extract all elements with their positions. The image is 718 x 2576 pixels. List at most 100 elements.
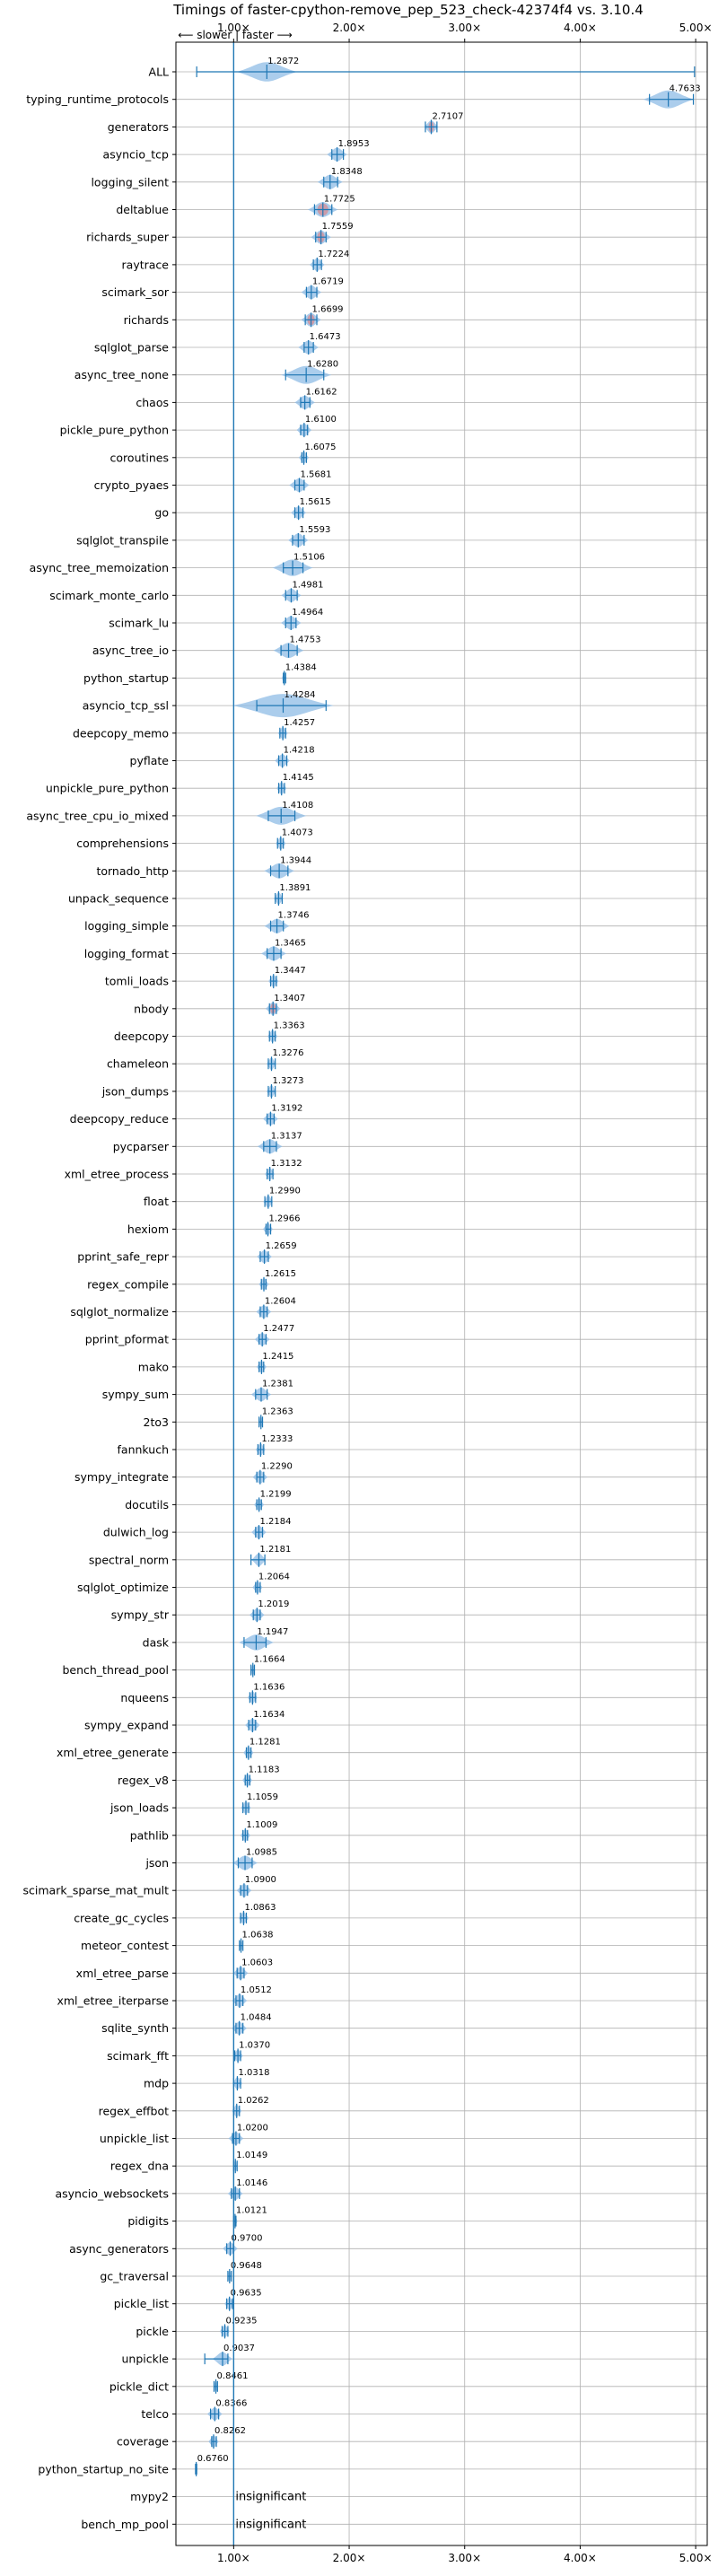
benchmark-label: sympy_expand <box>84 1719 169 1732</box>
value-label: 0.8262 <box>215 2426 246 2436</box>
benchmark-row: regex_effbot 1.0262 <box>99 2096 707 2118</box>
benchmark-label: tornado_http <box>96 864 169 878</box>
benchmark-label: tomli_loads <box>105 975 169 988</box>
benchmark-label: logging_format <box>84 947 169 960</box>
benchmark-row: xml_etree_parse 1.0603 <box>76 1958 707 1981</box>
benchmark-row: regex_compile 1.2615 <box>87 1269 707 1292</box>
value-label: 1.6280 <box>307 360 338 370</box>
benchmark-row: 2to3 1.2363 <box>144 1406 707 1430</box>
benchmark-row: scimark_fft 1.0370 <box>107 2040 707 2063</box>
value-label: 1.0512 <box>241 1985 272 1995</box>
benchmark-row: unpickle_list 1.0200 <box>100 2124 707 2146</box>
benchmark-label: telco <box>141 2407 169 2421</box>
value-label: 1.6719 <box>312 277 344 287</box>
value-label: 4.7633 <box>670 84 701 94</box>
value-label: 1.3273 <box>272 1076 303 1086</box>
top-tick-label: 2.00× <box>333 22 366 34</box>
value-label: 1.2181 <box>259 1545 291 1555</box>
value-label: 1.3944 <box>280 855 311 865</box>
value-label: 1.2199 <box>260 1489 292 1499</box>
value-label: 0.9235 <box>226 2316 258 2326</box>
benchmark-row: raytrace 1.7224 <box>122 250 707 272</box>
benchmark-label: async_generators <box>69 2242 169 2256</box>
benchmark-row: meteor_contest 1.0638 <box>81 1931 707 1953</box>
value-label: 1.1009 <box>246 1820 277 1830</box>
bottom-axis-ticks: 1.00× 2.00× 3.00× 4.00× 5.00× <box>217 2545 713 2564</box>
benchmark-label: pycparser <box>113 1140 170 1153</box>
benchmark-row: xml_etree_generate 1.1281 <box>57 1738 707 1760</box>
benchmark-row: asyncio_websockets 1.0146 <box>55 2178 707 2201</box>
benchmark-row: dask 1.1947 <box>143 1627 707 1651</box>
value-label: 1.1281 <box>250 1738 281 1748</box>
benchmark-row: sympy_integrate 1.2290 <box>74 1462 707 1485</box>
benchmark-label: go <box>154 506 169 520</box>
benchmark-row: coverage 0.8262 <box>117 2426 707 2449</box>
value-label: 1.4145 <box>283 773 314 783</box>
value-label: 0.6760 <box>197 2454 229 2464</box>
benchmark-label: pprint_safe_repr <box>77 1250 170 1264</box>
direction-note: ⟵ slower | faster ⟶ <box>178 29 293 41</box>
benchmark-label: regex_v8 <box>118 1774 169 1787</box>
benchmark-row: xml_etree_process 1.3132 <box>65 1159 707 1181</box>
benchmark-row: unpickle_pure_python 1.4145 <box>46 773 707 796</box>
value-label: 0.8366 <box>215 2399 247 2409</box>
value-label: 1.1634 <box>253 1710 285 1720</box>
benchmark-label: spectral_norm <box>89 1553 169 1566</box>
value-label: 1.2381 <box>262 1380 293 1389</box>
value-label: 0.9037 <box>223 2344 255 2353</box>
benchmark-label: asyncio_websockets <box>55 2186 169 2200</box>
benchmark-row: logging_format 1.3465 <box>84 938 707 961</box>
benchmark-row: richards_super 1.7559 <box>86 222 707 245</box>
value-label: 1.3407 <box>274 994 305 1003</box>
value-label: 1.0149 <box>236 2151 267 2160</box>
benchmark-label: pyflate <box>130 754 170 767</box>
value-label: 0.9648 <box>231 2261 262 2271</box>
benchmark-row: pickle_dict 0.8461 <box>109 2371 707 2394</box>
benchmark-label: fannkuch <box>118 1443 169 1457</box>
value-label: 1.0900 <box>245 1875 276 1885</box>
benchmark-label: scimark_sparse_mat_mult <box>23 1884 170 1897</box>
value-label: 1.6100 <box>305 415 337 425</box>
benchmark-row: pyflate 1.4218 <box>130 746 707 768</box>
value-label: 1.4073 <box>282 828 313 838</box>
benchmark-label: logging_simple <box>84 919 169 933</box>
value-label: 1.4753 <box>290 635 321 645</box>
benchmark-row: asyncio_tcp 1.8953 <box>103 139 707 162</box>
benchmark-row: sqlite_synth 1.0484 <box>101 2013 707 2036</box>
benchmark-row: pprint_pformat 1.2477 <box>85 1324 707 1347</box>
benchmark-row: tornado_http 1.3944 <box>96 855 707 879</box>
benchmark-row: async_generators 0.9700 <box>69 2233 707 2256</box>
insignificant-label: insignificant <box>235 2491 306 2504</box>
value-label: 1.2290 <box>261 1462 293 1472</box>
benchmark-row: scimark_lu 1.4964 <box>109 608 707 630</box>
bottom-tick-label: 1.00× <box>217 2552 250 2564</box>
benchmark-row: sqlglot_optimize 1.2064 <box>77 1573 707 1595</box>
benchmark-rows: ALL 1.2872 typing_runtime_protocols 4.7633 g… <box>23 57 707 2531</box>
benchmark-row: unpack_sequence 1.3891 <box>68 883 707 906</box>
chart-title: Timings of faster-cpython-remove_pep_523… <box>172 2 644 19</box>
benchmark-row: pidigits 1.0121 <box>127 2206 707 2229</box>
benchmark-row: nbody 1.3407 <box>134 994 707 1016</box>
benchmark-label: pathlib <box>130 1828 169 1842</box>
benchmark-row: json_loads 1.1059 <box>109 1792 707 1816</box>
value-label: 1.2659 <box>266 1241 297 1251</box>
benchmark-row: gc_traversal 0.9648 <box>100 2261 707 2283</box>
benchmark-row: mypy2 insignificant <box>130 2490 707 2504</box>
value-label: 1.0370 <box>239 2040 270 2050</box>
benchmark-row: nqueens 1.1636 <box>120 1682 707 1705</box>
benchmark-label: unpack_sequence <box>68 892 169 906</box>
benchmark-row: pickle 0.9235 <box>136 2316 707 2339</box>
benchmark-label: 2to3 <box>144 1415 169 1429</box>
value-label: 1.5593 <box>299 525 330 535</box>
benchmark-row: regex_v8 1.1183 <box>118 1765 707 1788</box>
top-tick-label: 4.00× <box>564 22 597 34</box>
value-label: 1.2477 <box>263 1324 294 1334</box>
benchmark-label: mypy2 <box>130 2490 169 2503</box>
benchmark-row: scimark_monte_carlo 1.4981 <box>49 580 707 603</box>
benchmark-label: nqueens <box>120 1691 169 1704</box>
value-label: 1.4284 <box>284 690 315 700</box>
value-label: 1.3192 <box>271 1104 302 1114</box>
value-label: 1.7725 <box>324 195 355 205</box>
benchmark-label: meteor_contest <box>81 1939 169 1952</box>
